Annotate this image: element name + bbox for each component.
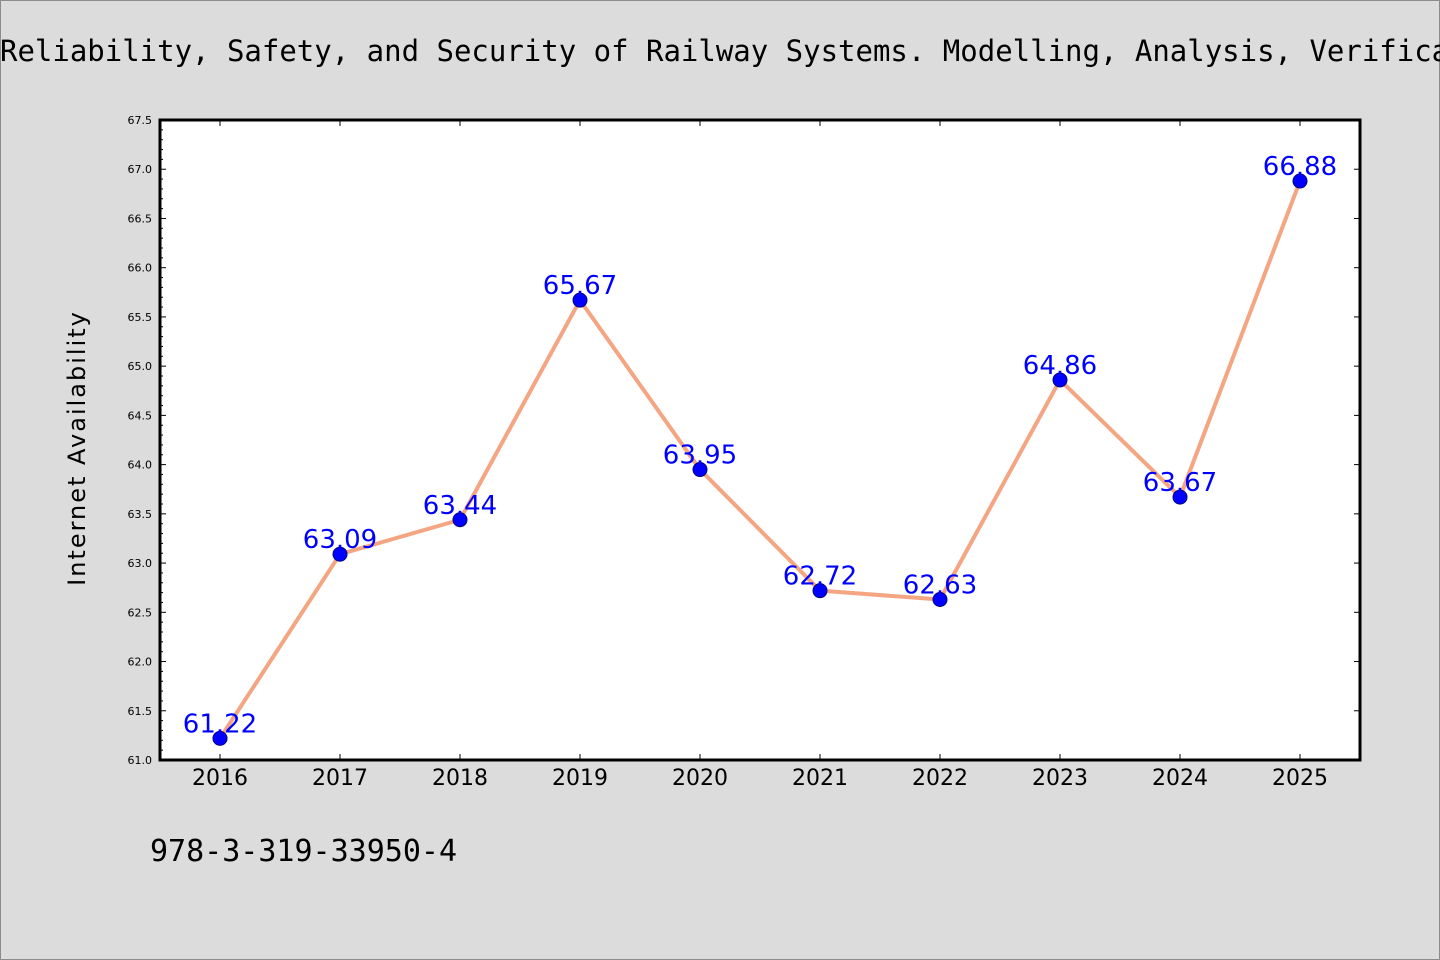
y-tick-label: 61.5 [128,705,153,718]
data-point [572,292,588,308]
x-tick-label: 2017 [312,766,368,791]
data-point [1172,489,1188,505]
y-tick-label: 64.5 [128,409,153,422]
y-tick-label: 65.0 [128,360,153,373]
y-tick-label: 63.5 [128,508,153,521]
data-label: 63.44 [423,491,497,521]
data-point [812,583,828,599]
data-point [932,592,948,608]
data-label: 62.63 [903,571,977,601]
y-tick-label: 66.0 [128,262,153,275]
x-tick-label: 2022 [912,766,968,791]
data-points [212,173,1308,746]
y-tick-label: 67.5 [128,114,153,127]
x-tick-label: 2023 [1032,766,1088,791]
data-point [452,512,468,528]
y-tick-label: 62.5 [128,606,153,619]
data-label: 62.72 [783,562,857,592]
data-label: 63.95 [663,441,737,471]
data-label: 66.88 [1263,152,1337,182]
data-point [212,730,228,746]
x-tick-label: 2024 [1152,766,1208,791]
y-tick-label: 64.0 [128,459,153,472]
plot-border [158,118,1362,762]
data-label: 63.67 [1143,468,1217,498]
x-ticks: 2016 2017 2018 2019 2020 2021 2022 2023 2024 2025 [192,120,1328,791]
y-tick-label: 67.0 [128,163,153,176]
series-line [218,180,1302,740]
y-axis-label: Internet Availability [63,310,91,586]
data-label: 63.09 [303,525,377,555]
isbn-label: 978-3-319-33950-4 [150,834,458,869]
x-tick-label: 2018 [432,766,488,791]
x-tick-label: 2020 [672,766,728,791]
plot-area [160,120,1360,760]
y-tick-label: 63.0 [128,557,153,570]
x-tick-label: 2025 [1272,766,1328,791]
y-tick-label: 61.0 [128,754,153,767]
data-point [1292,173,1308,189]
y-tick-label: 65.5 [128,311,153,324]
y-tick-label: 66.5 [128,212,153,225]
chart-title: Reliability, Safety, and Security of Rai… [0,34,1440,68]
data-label: 64.86 [1023,351,1097,381]
data-label: 61.22 [183,709,257,739]
x-tick-label: 2019 [552,766,608,791]
y-tick-label: 62.0 [128,656,153,669]
data-point [332,546,348,562]
x-tick-label: 2021 [792,766,848,791]
data-point [692,462,708,478]
x-tick-label: 2016 [192,766,248,791]
data-point [1052,372,1068,388]
data-labels: 61.22 63.09 63.44 65.67 63.95 62.72 62.63 64.86… [183,152,1337,739]
data-label: 65.67 [543,271,617,301]
